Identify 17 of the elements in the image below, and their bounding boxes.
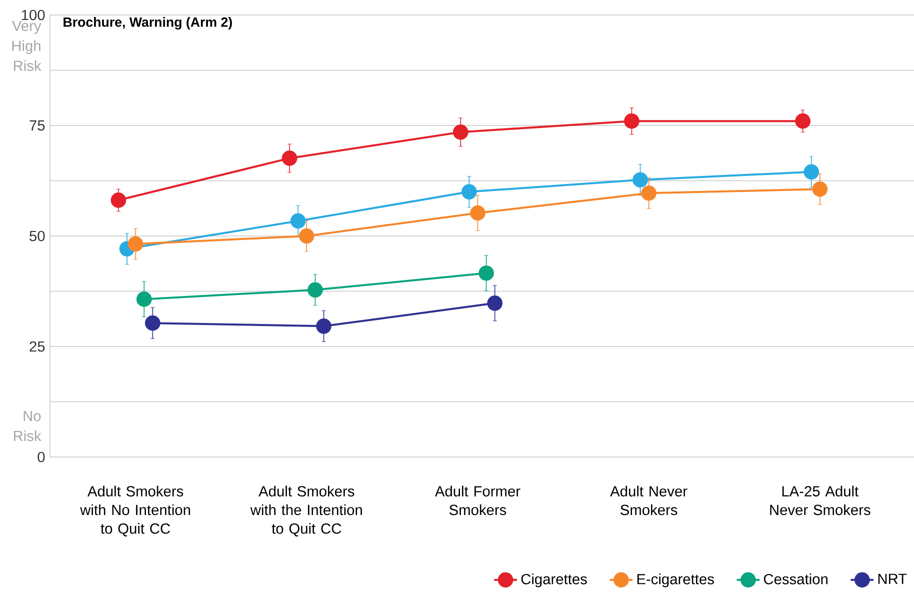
y-tick-label: 75 [30,120,45,131]
y-tick-label: 0 [38,452,45,462]
x-tick-label: Adult Former Smokers [434,486,520,516]
y-tick-label: 25 [30,341,45,352]
text: No Risk [14,410,42,442]
legend-label: NRT [878,574,907,584]
chart-title: Brochure, Warning (Arm 2) [64,17,232,30]
x-tick-label: Adult Never Smokers [610,486,688,516]
x-tick-label: LA-25 Adult Never Smokers [770,486,870,516]
legend-label: Cigarettes [521,574,587,588]
x-tick-label: Adult Smokers with the Intention to Quit CC [250,486,362,536]
y-tick-label: 100 [22,10,45,20]
text: Very High Risk [12,20,42,72]
y-tick-label: 50 [30,230,45,242]
x-tick-label: Adult Smokers with No Intention to Quit CC [80,486,190,536]
legend-label: Cessation [764,574,828,584]
legend-label: E-cigarettes [637,574,714,588]
